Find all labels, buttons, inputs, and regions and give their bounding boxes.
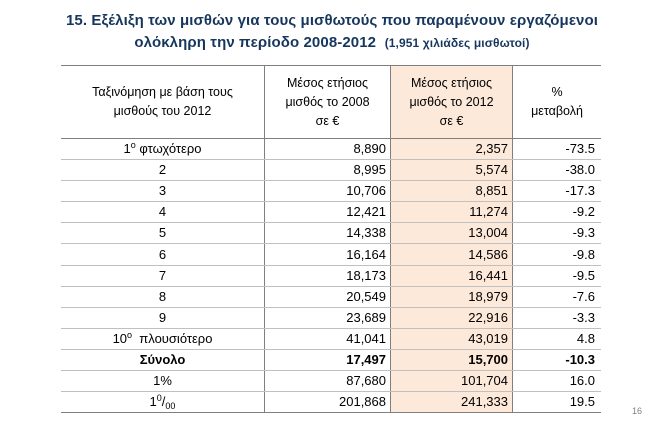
cell-change: -9.8 <box>512 243 601 266</box>
table-row: 4 12,421 11,274 -9.2 <box>61 201 601 224</box>
row-label: 10/00 <box>61 391 265 414</box>
cell-change: -9.2 <box>512 201 601 224</box>
row-label: 3 <box>61 180 265 203</box>
cell-2008: 20,549 <box>264 286 391 308</box>
cell-2008: 201,868 <box>264 391 391 414</box>
table-row: 6 16,164 14,586 -9.8 <box>61 243 601 266</box>
cell-2008: 23,689 <box>264 307 391 329</box>
table-row-total: Σύνολο 17,497 15,700 -10.3 <box>61 349 601 372</box>
row-label: 1% <box>61 370 265 393</box>
cell-2008: 8,890 <box>264 138 391 161</box>
row-label: 7 <box>61 265 265 287</box>
table-row: 2 8,995 5,574 -38.0 <box>61 159 601 182</box>
row-label: 10ο πλουσιότερο <box>61 328 265 350</box>
title-line-2: ολόκληρη την περίοδο 2008-2012 (1,951 χι… <box>0 32 664 54</box>
cell-change: -10.3 <box>512 349 601 372</box>
cell-2008: 16,164 <box>264 243 391 266</box>
cell-2008: 17,497 <box>264 349 391 372</box>
table-row: 3 10,706 8,851 -17.3 <box>61 180 601 203</box>
row-label: 1ο φτωχότερο <box>61 138 265 161</box>
cell-2012: 11,274 <box>390 201 513 224</box>
title-line-1: 15. Εξέλιξη των μισθών για τους μισθωτού… <box>65 12 599 29</box>
cell-change: -3.3 <box>512 307 601 329</box>
slide-title: 15. Εξέλιξη των μισθών για τους μισθωτού… <box>0 10 664 54</box>
header-wage-2008: Μέσος ετήσιος μισθός το 2008 σε € <box>264 65 391 139</box>
cell-change: 19.5 <box>512 391 601 414</box>
cell-2012: 2,357 <box>390 138 513 161</box>
wages-table: Ταξινόμηση με βάση τους μισθούς του 2012… <box>61 65 601 414</box>
cell-change: -9.3 <box>512 222 601 245</box>
row-label: 8 <box>61 286 265 308</box>
title-period: ολόκληρη την περίοδο 2008-2012 <box>134 34 377 51</box>
cell-2012: 22,916 <box>390 307 513 329</box>
table-row: 10/00 201,868 241,333 19.5 <box>61 391 601 414</box>
row-label: 4 <box>61 201 265 224</box>
table-row: 9 23,689 22,916 -3.3 <box>61 307 601 329</box>
cell-2012: 241,333 <box>390 391 513 414</box>
cell-2012: 16,441 <box>390 265 513 287</box>
table-row: 1% 87,680 101,704 16.0 <box>61 370 601 393</box>
cell-2008: 12,421 <box>264 201 391 224</box>
cell-change: 4.8 <box>512 328 601 350</box>
cell-2012: 5,574 <box>390 159 513 182</box>
cell-2008: 18,173 <box>264 265 391 287</box>
cell-change: -7.6 <box>512 286 601 308</box>
cell-change: -73.5 <box>512 138 601 161</box>
title-note: (1,951 χιλιάδες μισθωτοί) <box>384 36 530 50</box>
header-classification: Ταξινόμηση με βάση τους μισθούς του 2012 <box>61 65 265 139</box>
cell-2008: 41,041 <box>264 328 391 350</box>
cell-2012: 15,700 <box>390 349 513 372</box>
table-row: 7 18,173 16,441 -9.5 <box>61 265 601 287</box>
row-label: 6 <box>61 243 265 266</box>
cell-change: -17.3 <box>512 180 601 203</box>
cell-2012: 18,979 <box>390 286 513 308</box>
cell-change: -9.5 <box>512 265 601 287</box>
cell-2008: 14,338 <box>264 222 391 245</box>
cell-2008: 87,680 <box>264 370 391 393</box>
cell-2012: 14,586 <box>390 243 513 266</box>
cell-2012: 8,851 <box>390 180 513 203</box>
table-row: 5 14,338 13,004 -9.3 <box>61 222 601 245</box>
table-header-row: Ταξινόμηση με βάση τους μισθούς του 2012… <box>61 65 601 139</box>
row-label: Σύνολο <box>61 349 265 372</box>
row-label: 9 <box>61 307 265 329</box>
header-pct-change: % μεταβολή <box>512 65 601 139</box>
table-row: 1ο φτωχότερο 8,890 2,357 -73.5 <box>61 138 601 161</box>
row-label: 2 <box>61 159 265 182</box>
cell-2012: 13,004 <box>390 222 513 245</box>
row-label: 5 <box>61 222 265 245</box>
cell-change: 16.0 <box>512 370 601 393</box>
header-wage-2012: Μέσος ετήσιος μισθός το 2012 σε € <box>390 65 513 139</box>
cell-2012: 43,019 <box>390 328 513 350</box>
cell-2008: 10,706 <box>264 180 391 203</box>
cell-change: -38.0 <box>512 159 601 182</box>
cell-2012: 101,704 <box>390 370 513 393</box>
table-row: 8 20,549 18,979 -7.6 <box>61 286 601 308</box>
page-number: 16 <box>631 406 642 416</box>
cell-2008: 8,995 <box>264 159 391 182</box>
table-row: 10ο πλουσιότερο 41,041 43,019 4.8 <box>61 328 601 350</box>
